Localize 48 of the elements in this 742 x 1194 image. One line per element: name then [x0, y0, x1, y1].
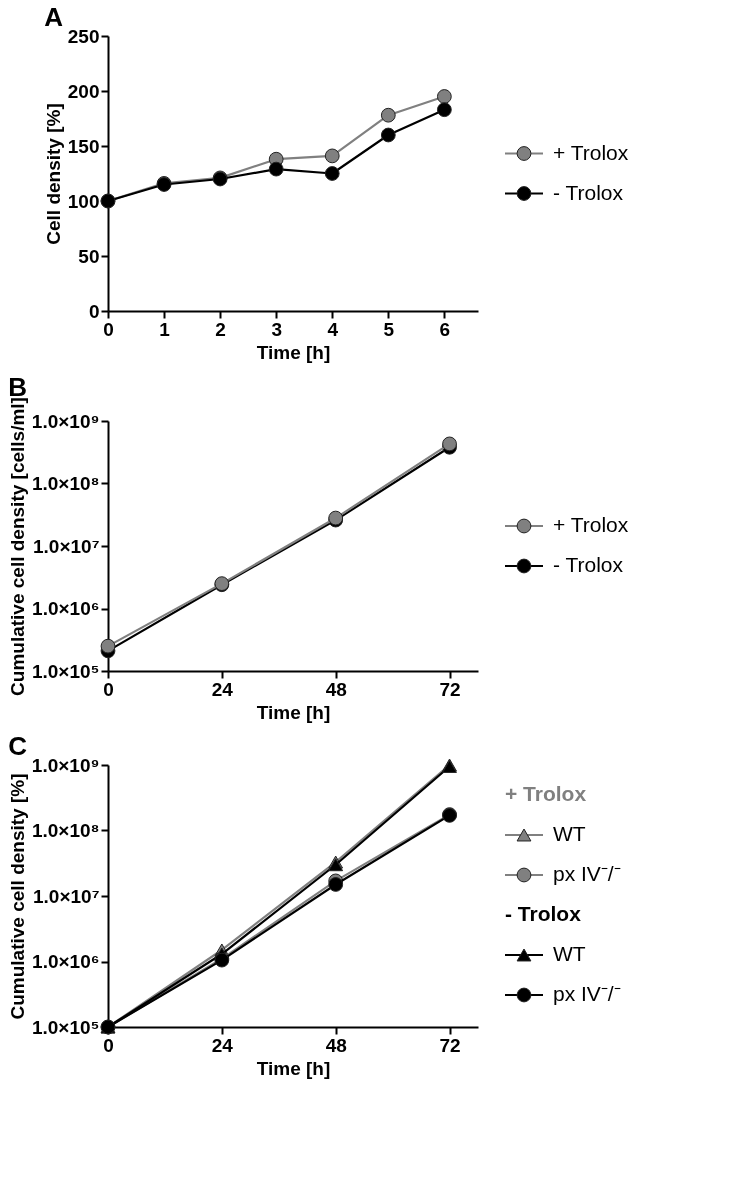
- y-tick-label: 1.0×10⁶: [32, 951, 100, 972]
- legend-label: px IV⁻/⁻: [553, 862, 621, 885]
- y-tick-label: 0: [88, 300, 100, 322]
- x-tick-label: 0: [103, 1034, 114, 1056]
- x-tick-label: 72: [439, 1034, 461, 1056]
- y-tick-label: 50: [78, 245, 100, 267]
- y-tick-label: 100: [67, 190, 100, 212]
- y-tick-label: 1.0×10⁹: [31, 754, 100, 776]
- x-tick-label: 2: [215, 318, 226, 340]
- x-tick-label: 0: [103, 318, 114, 340]
- x-tick-label: 0: [103, 678, 114, 700]
- text: + Trolox: [505, 782, 587, 805]
- legend-label: + Trolox: [553, 140, 629, 164]
- x-axis-title: Time [h]: [256, 701, 331, 723]
- y-axis-title: Cumulative cell density [%]: [6, 773, 28, 1020]
- legend-label: px IV⁻/⁻: [553, 982, 621, 1005]
- y-tick-label: 1.0×10⁵: [31, 1016, 100, 1038]
- x-tick-label: 4: [327, 318, 339, 340]
- x-tick-label: 24: [211, 678, 234, 700]
- x-tick-label: 1: [159, 318, 171, 340]
- y-tick-label: 1.0×10⁹: [31, 410, 100, 432]
- legend-label: + Trolox: [553, 513, 629, 536]
- y-tick-label: 1.0×10⁶: [32, 598, 100, 619]
- x-axis-title: Time [h]: [256, 341, 331, 363]
- y-tick-label: 1.0×10⁵: [31, 660, 100, 682]
- chart-title: C: [8, 731, 28, 761]
- y-tick-label: 150: [67, 135, 100, 157]
- y-tick-label: 1.0×10⁷: [33, 535, 100, 557]
- y-tick-label: 250: [67, 25, 100, 47]
- legend-label: - Trolox: [553, 180, 624, 204]
- y-tick-label: 1.0×10⁸: [31, 820, 100, 841]
- x-tick-label: 48: [325, 1034, 347, 1056]
- text: - Trolox: [505, 902, 582, 925]
- y-axis-title: Cell density [%]: [42, 103, 64, 245]
- y-tick-label: 1.0×10⁷: [33, 885, 100, 907]
- x-tick-label: 6: [439, 318, 451, 340]
- chart-title: A: [44, 2, 64, 32]
- y-tick-label: 1.0×10⁸: [31, 473, 100, 494]
- x-axis-title: Time [h]: [256, 1057, 331, 1079]
- x-tick-label: 48: [325, 678, 347, 700]
- x-tick-label: 24: [211, 1034, 234, 1056]
- x-tick-label: 72: [439, 678, 461, 700]
- x-tick-label: 3: [271, 318, 282, 340]
- x-tick-label: 5: [383, 318, 395, 340]
- legend-label: WT: [553, 822, 586, 845]
- legend-label: WT: [553, 942, 586, 965]
- legend-label: - Trolox: [553, 553, 624, 576]
- y-tick-label: 200: [67, 80, 100, 102]
